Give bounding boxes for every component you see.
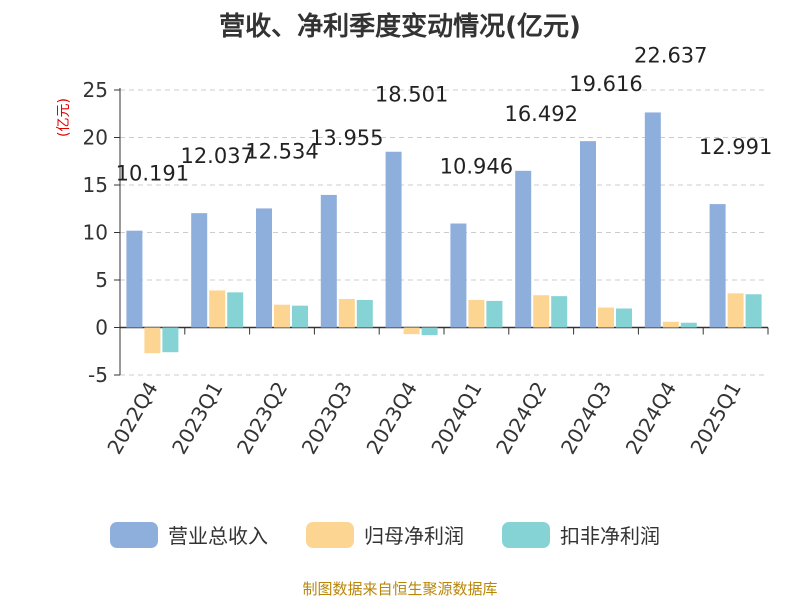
bar-parent-net-profit xyxy=(727,293,744,328)
bar-deducted-net-profit xyxy=(162,327,179,353)
bar-revenue xyxy=(515,170,532,328)
x-tick-label: 2023Q1 xyxy=(167,378,227,459)
data-label: 13.955 xyxy=(310,126,383,150)
legend-label: 扣非净利润 xyxy=(560,524,660,548)
legend-swatch xyxy=(306,522,354,548)
y-tick-label: -5 xyxy=(88,363,108,387)
chart-title: 营收、净利季度变动情况(亿元) xyxy=(219,12,581,42)
bar-parent-net-profit xyxy=(403,327,420,335)
bar-deducted-net-profit xyxy=(551,296,568,328)
x-tick-label: 2024Q1 xyxy=(426,378,486,459)
bar-revenue xyxy=(644,112,661,328)
data-label: 18.501 xyxy=(375,83,448,107)
x-tick-label: 2024Q2 xyxy=(491,378,551,459)
bar-parent-net-profit xyxy=(533,295,550,328)
bar-parent-net-profit xyxy=(274,304,290,328)
legend-label: 营业总收入 xyxy=(168,524,268,548)
x-tick-label: 2024Q4 xyxy=(621,378,681,459)
bar-deducted-net-profit xyxy=(227,292,244,328)
bar-deducted-net-profit xyxy=(292,305,308,328)
legend-swatch xyxy=(110,522,158,548)
bar-parent-net-profit xyxy=(144,327,161,354)
y-tick-label: 25 xyxy=(83,78,108,102)
data-label: 12.037 xyxy=(180,144,253,168)
bar-revenue xyxy=(256,208,272,328)
bar-deducted-net-profit xyxy=(616,308,632,328)
data-label: 16.492 xyxy=(504,102,577,126)
bar-deducted-net-profit xyxy=(356,299,373,328)
y-tick-label: 0 xyxy=(95,316,108,340)
y-axis-label: (亿元) xyxy=(56,98,72,137)
bar-revenue xyxy=(191,213,208,328)
y-tick-label: 20 xyxy=(83,126,108,150)
y-tick-label: 10 xyxy=(83,221,108,245)
data-label: 12.534 xyxy=(245,139,318,163)
bar-deducted-net-profit xyxy=(486,300,503,328)
y-tick-label: 15 xyxy=(83,173,108,197)
data-label: 10.191 xyxy=(116,162,189,186)
bar-parent-net-profit xyxy=(468,299,485,328)
bar-parent-net-profit xyxy=(338,299,355,328)
x-tick-label: 2023Q4 xyxy=(361,378,421,459)
bar-deducted-net-profit xyxy=(680,322,697,328)
bar-deducted-net-profit xyxy=(421,327,438,336)
bar-parent-net-profit xyxy=(209,290,226,328)
bar-revenue xyxy=(385,151,402,328)
bar-revenue xyxy=(126,230,143,328)
bar-parent-net-profit xyxy=(598,307,614,328)
x-tick-label: 2023Q3 xyxy=(297,378,357,459)
x-tick-label: 2023Q2 xyxy=(232,378,292,459)
bar-revenue xyxy=(450,223,467,328)
x-tick-label: 2022Q4 xyxy=(102,378,162,459)
x-tick-label: 2025Q1 xyxy=(685,378,745,459)
source-footer: 制图数据来自恒生聚源数据库 xyxy=(302,580,498,598)
data-label: 19.616 xyxy=(569,72,642,96)
data-label: 12.991 xyxy=(699,135,772,159)
legend-label: 归母净利润 xyxy=(364,524,464,548)
data-label: 10.946 xyxy=(440,155,513,179)
data-label: 22.637 xyxy=(634,43,707,67)
y-tick-label: 5 xyxy=(95,268,108,292)
bar-revenue xyxy=(320,194,337,328)
bar-parent-net-profit xyxy=(662,321,679,328)
x-tick-label: 2024Q3 xyxy=(556,378,616,459)
bar-deducted-net-profit xyxy=(745,294,762,328)
bar-revenue xyxy=(709,204,726,328)
bar-revenue xyxy=(580,141,596,328)
legend-swatch xyxy=(502,522,550,548)
